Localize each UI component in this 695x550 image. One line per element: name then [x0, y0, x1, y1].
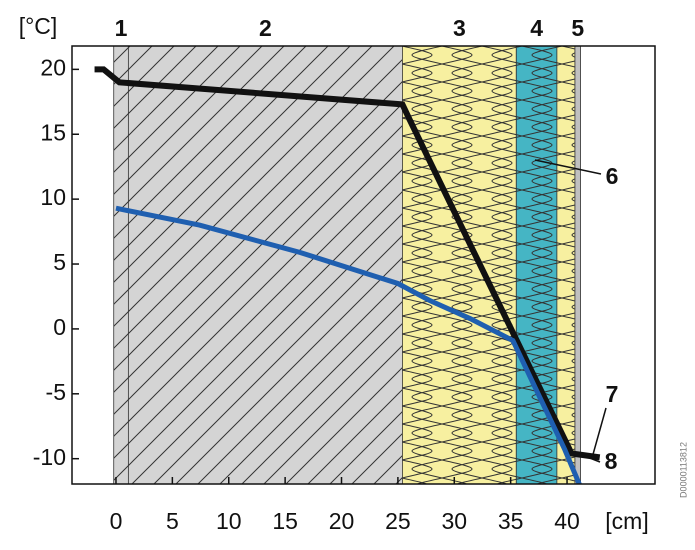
temperature-line: [94, 66, 601, 461]
document-code: D0000113812: [678, 442, 688, 498]
y-tick-label: 5: [53, 249, 66, 275]
y-tick-label: 20: [40, 54, 66, 80]
y-axis-label: [°C]: [19, 13, 58, 39]
temperature-line: [115, 205, 582, 484]
layer-label: 1: [115, 15, 128, 41]
x-tick-label: 30: [441, 508, 467, 534]
x-tick-label: 10: [216, 508, 242, 534]
annotation: 7: [606, 381, 619, 407]
layer-label: 5: [571, 15, 584, 41]
y-tick-label: 10: [40, 184, 66, 210]
layer-label: 2: [259, 15, 272, 41]
leader-line: [534, 159, 602, 175]
x-tick-label: 0: [110, 508, 123, 534]
wall-layer: [574, 46, 581, 484]
leader-line: [581, 454, 601, 463]
x-tick-label: 40: [554, 508, 580, 534]
layer-pattern: [556, 46, 575, 484]
annotation: 6: [606, 163, 619, 189]
x-tick-label: 5: [166, 508, 179, 534]
layer-pattern: [128, 46, 403, 484]
y-tick-label: 0: [53, 314, 66, 340]
x-tick-label: 20: [329, 508, 355, 534]
x-tick-label: 35: [498, 508, 524, 534]
y-tick-label: -10: [33, 444, 66, 470]
x-tick-label: 15: [272, 508, 298, 534]
x-tick-label: 25: [385, 508, 411, 534]
plot-frame: [71, 45, 656, 485]
y-tick-label: -5: [46, 379, 66, 405]
layer-label: 4: [530, 15, 543, 41]
x-axis-label: [cm]: [605, 508, 648, 534]
leader-line: [591, 407, 607, 459]
layer-pattern: [113, 46, 129, 484]
layer-pattern: [402, 46, 517, 484]
y-tick-label: 15: [40, 119, 66, 145]
annotation: 8: [605, 448, 618, 474]
layer-label: 3: [453, 15, 466, 41]
